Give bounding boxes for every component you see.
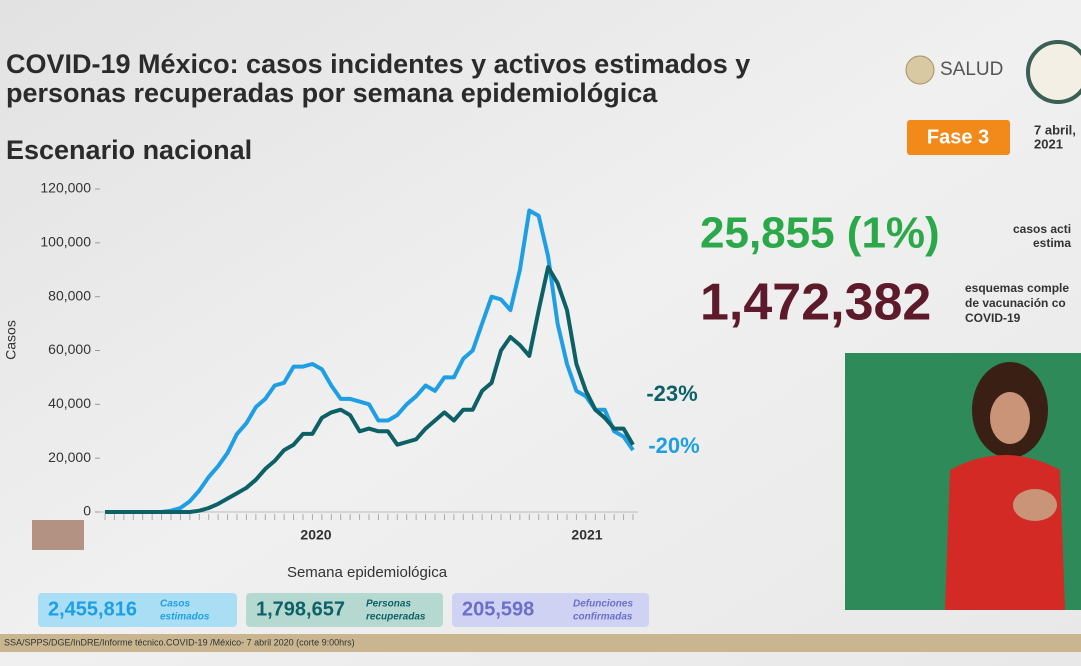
summary-value: 1,798,657	[256, 598, 345, 620]
salud-emblem	[905, 55, 935, 85]
y-tick-label: 0	[83, 503, 91, 519]
series-line	[105, 208, 635, 514]
vaccine-value: 1,472,382	[700, 274, 931, 332]
y-tick-label: 100,000	[40, 234, 91, 250]
mexico-2021-logo	[1026, 40, 1081, 104]
title-line: COVID-19 México: casos incidentes y acti…	[6, 49, 750, 79]
y-tick-label: 20,000	[48, 449, 91, 465]
summary-label: estimados	[160, 612, 210, 623]
summary-label: confirmadas	[573, 612, 633, 623]
summary-label: Defunciones	[573, 599, 633, 610]
vaccine-label: esquemas comple	[965, 281, 1069, 295]
summary-box	[38, 593, 237, 627]
summary-label: Casos	[160, 599, 190, 610]
summary-value: 205,598	[462, 598, 534, 620]
annotation: -20%	[648, 433, 699, 458]
year-label: 2020	[300, 527, 331, 543]
footer-bar	[0, 634, 1081, 652]
salud-logo: SALUD	[940, 59, 1003, 80]
title-line: personas recuperadas por semana epidemio…	[6, 78, 658, 108]
subtitle: Escenario nacional	[6, 135, 252, 165]
phase-badge	[907, 120, 1010, 155]
vaccine-label: COVID-19	[965, 311, 1021, 325]
y-axis-label: Casos	[3, 320, 19, 360]
vaccine-label: de vacunación co	[965, 296, 1066, 310]
summary-value: 2,455,816	[48, 598, 137, 620]
annotation: -23%	[646, 381, 697, 406]
active-cases-label: casos acti	[1013, 222, 1071, 236]
y-tick-label: 40,000	[48, 395, 91, 411]
active-cases-label: estima	[1033, 236, 1071, 250]
date: 2021	[1034, 136, 1063, 151]
summary-box	[452, 593, 649, 627]
active-cases-value: 25,855 (1%)	[700, 209, 940, 258]
x-axis-label: Semana epidemiológica	[287, 564, 448, 581]
summary-label: Personas	[366, 599, 411, 610]
y-tick-label: 60,000	[48, 341, 91, 357]
interpreter-video	[845, 353, 1081, 610]
y-tick-label: 80,000	[48, 287, 91, 303]
phase-label: Fase 3	[927, 126, 989, 148]
series-line	[105, 265, 635, 514]
summary-box	[246, 593, 443, 627]
y-tick-label: 120,000	[40, 180, 91, 196]
footer-source: SSA/SPPS/DGE/InDRE/Informe técnico.COVID…	[4, 637, 355, 647]
year-label: 2021	[571, 527, 602, 543]
centenario-logo	[32, 520, 84, 550]
date: 7 abril,	[1034, 122, 1076, 137]
summary-label: recuperadas	[366, 612, 426, 623]
